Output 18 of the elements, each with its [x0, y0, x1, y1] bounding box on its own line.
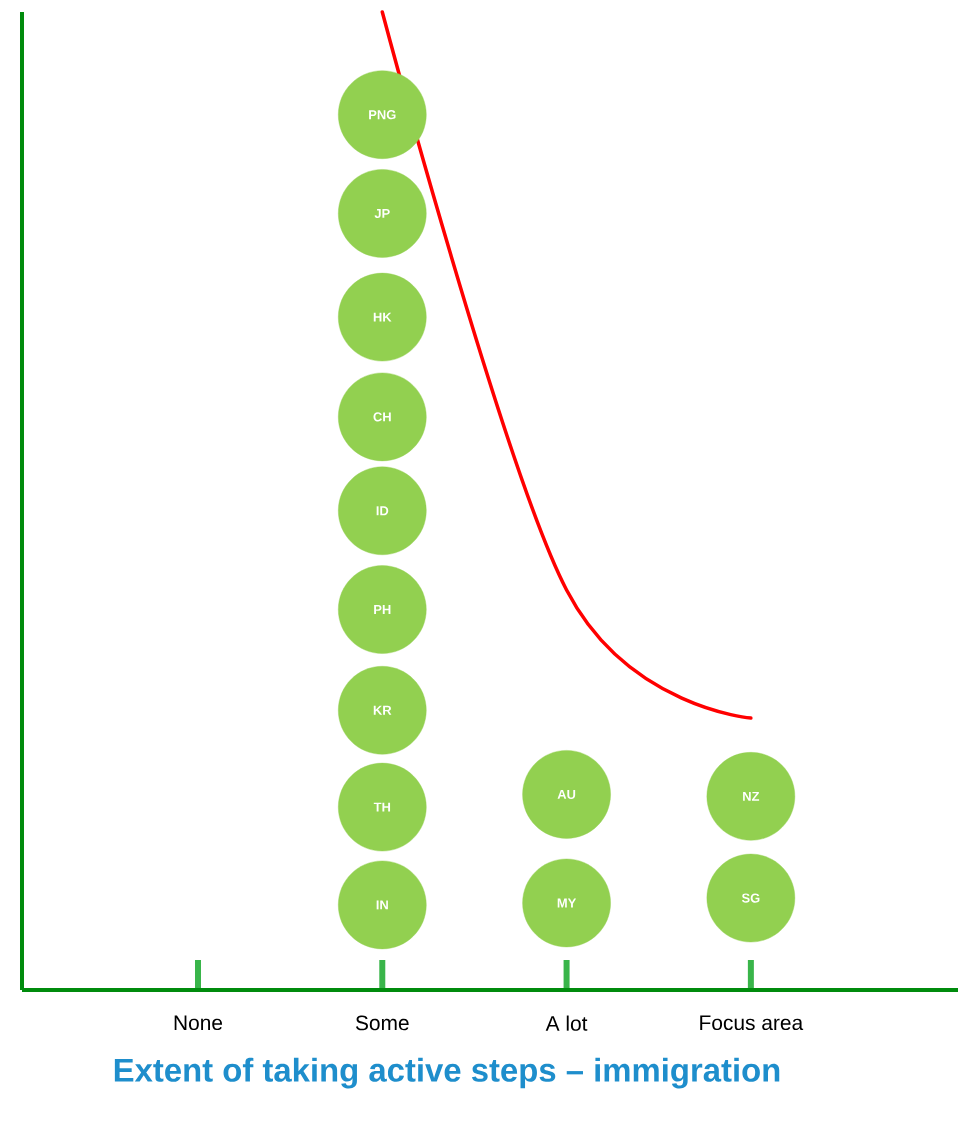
x-tick-label: A lot — [545, 1015, 588, 1031]
x-tick-label: None — [174, 1015, 223, 1031]
annotation: PH — [374, 605, 391, 614]
annotation: TH — [373, 802, 391, 812]
annotation: CH — [373, 412, 391, 422]
annotation: HK — [373, 312, 392, 322]
annotation: IN — [376, 900, 388, 910]
annotation: AU — [557, 789, 576, 799]
annotation: JP — [374, 208, 390, 218]
annotation: KR — [373, 705, 392, 715]
x-tick-label: Some — [355, 1015, 409, 1031]
x-tick-label: Focus area — [700, 1015, 804, 1031]
annotation: MY — [557, 898, 577, 908]
annotation: NZ — [743, 791, 760, 801]
annotation: SG — [741, 893, 760, 903]
x-axis-title: Extent of taking active steps – immigration — [114, 1057, 780, 1089]
annotation: PNG — [369, 110, 396, 120]
annotation: ID — [376, 506, 389, 516]
